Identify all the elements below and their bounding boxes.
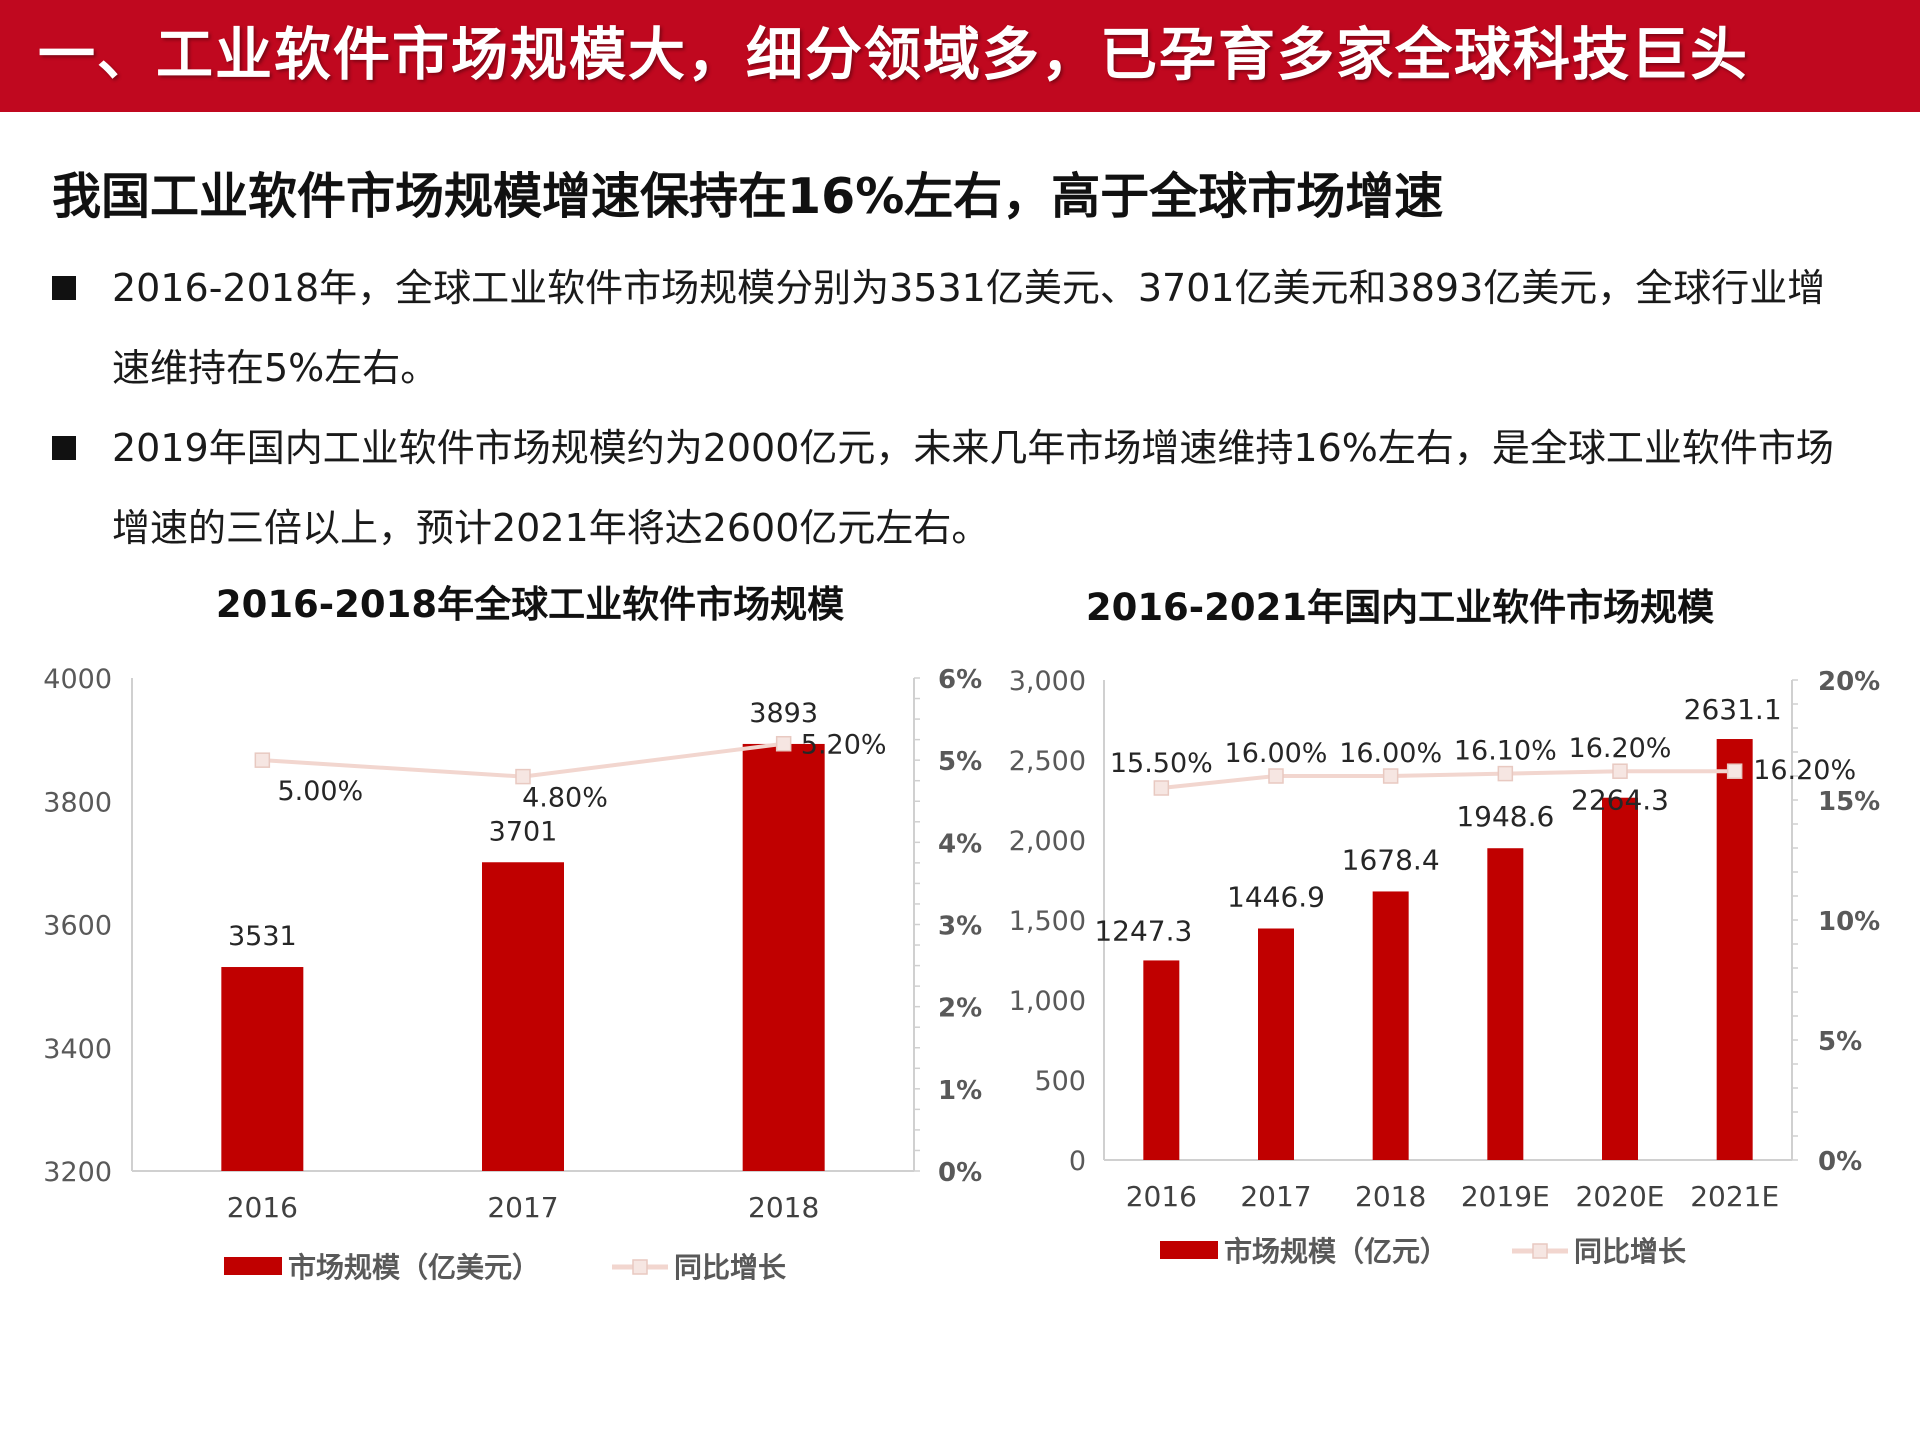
chart2-growth-marker (1726, 763, 1743, 779)
bullet-item-1: 2016-2018年，全球工业软件市场规模分别为3531亿美元、3701亿美元和… (52, 248, 1825, 408)
chart1-bar-value-label: 3893 (749, 698, 818, 729)
chart2-growth-value-label: 16.20% (1569, 733, 1672, 764)
chart2-bar (1716, 739, 1753, 1160)
chart2-right-tick-label: 0% (1818, 1147, 1862, 1177)
chart2-growth-marker (1268, 768, 1284, 784)
chart2-x-tick-label: 2020E (1576, 1180, 1665, 1213)
chart1-bar-value-label: 3531 (228, 921, 297, 952)
chart2-x-tick-label: 2021E (1690, 1180, 1779, 1213)
chart2-left-tick-label: 0 (1069, 1146, 1086, 1177)
page-title: 一、工业软件市场规模大，细分领域多，已孕育多家全球科技巨头 (38, 22, 1749, 88)
square-bullet-icon (52, 276, 76, 300)
chart2-bar-value-label: 1678.4 (1342, 843, 1440, 876)
chart1-growth-value-label: 4.80% (522, 783, 608, 814)
chart2-left-tick-label: 500 (1034, 1066, 1086, 1097)
chart1-legend-line-label: 同比增长 (674, 1251, 786, 1284)
chart1-left-tick-label: 3800 (43, 787, 112, 818)
chart2-growth-marker (1153, 780, 1170, 796)
chart2-bar-value-label: 1446.9 (1227, 880, 1325, 913)
chart1-left-tick-label: 3200 (43, 1157, 112, 1188)
chart2-legend-line-marker (1532, 1243, 1548, 1259)
chart2-growth-value-label: 16.20% (1753, 755, 1856, 786)
chart1-left-tick-label: 3600 (43, 911, 112, 942)
chart2-left-tick-label: 3,000 (1009, 666, 1086, 697)
chart2-bar-value-label: 2631.1 (1684, 693, 1782, 726)
chart2-left-tick-label: 1,000 (1009, 986, 1086, 1017)
chart2-growth-marker (1497, 765, 1514, 782)
chart1-bar (482, 862, 564, 1171)
chart-1-title: 2016-2018年全球工业软件市场规模 (215, 583, 845, 626)
chart2-left-tick-label: 1,500 (1009, 906, 1086, 937)
chart1-growth-value-label: 5.00% (277, 776, 363, 807)
chart2-bar-value-label: 1948.6 (1456, 800, 1554, 833)
chart2-legend-line-label: 同比增长 (1574, 1235, 1686, 1268)
chart2-bar (1143, 960, 1180, 1160)
chart1-right-tick-label: 1% (938, 1076, 982, 1106)
chart2-growth-line (1161, 769, 1735, 790)
chart2-legend-bar-swatch (1160, 1241, 1218, 1259)
chart2-bar (1602, 797, 1638, 1160)
chart1-right-tick-label: 3% (938, 912, 982, 942)
chart1-growth-marker (254, 752, 271, 768)
chart-domestic-market: 0 500 1,000 1,500 2,000 2,500 3,000 0% 5% 10% 15% 2… (1009, 666, 1881, 1268)
chart2-x-tick-label: 2017 (1240, 1180, 1311, 1213)
chart2-legend-bar-label: 市场规模（亿元） (1224, 1235, 1448, 1268)
chart2-x-tick-label: 2016 (1126, 1180, 1197, 1213)
chart1-right-tick-label: 0% (938, 1158, 982, 1188)
bullet-item-2: 2019年国内工业软件市场规模约为2000亿元，未来几年市场增速维持16%左右，… (52, 408, 1834, 568)
chart2-bar-value-label: 1247.3 (1094, 914, 1192, 947)
chart2-right-tick-label: 20% (1818, 667, 1880, 697)
chart2-bar (1258, 928, 1294, 1160)
chart2-right-tick-label: 10% (1818, 907, 1880, 937)
chart1-x-tick-label: 2016 (227, 1191, 298, 1224)
chart2-bar (1372, 891, 1409, 1160)
square-bullet-icon (52, 436, 76, 460)
chart2-growth-value-label: 16.00% (1339, 738, 1442, 769)
chart1-legend-bar-label: 市场规模（亿美元） (288, 1251, 540, 1284)
chart2-bar-value-label: 2264.3 (1571, 784, 1669, 817)
chart2-x-tick-label: 2018 (1355, 1180, 1426, 1213)
chart2-x-tick-label: 2019E (1461, 1180, 1550, 1213)
chart-2-title: 2016-2021年国内工业软件市场规模 (1085, 586, 1715, 629)
chart2-growth-value-label: 15.50% (1110, 748, 1213, 779)
chart1-growth-marker (775, 735, 792, 752)
chart2-growth-marker (1382, 768, 1399, 784)
chart1-growth-value-label: 5.20% (801, 730, 887, 761)
chart1-right-tick-label: 5% (938, 747, 982, 777)
chart2-growth-marker (1612, 763, 1628, 779)
bullet-text: 2019年国内工业软件市场规模约为2000亿元，未来几年市场增速维持16%左右，… (112, 426, 1834, 550)
chart2-left-tick-label: 2,500 (1009, 746, 1086, 777)
chart2-right-tick-label: 15% (1818, 787, 1880, 817)
section-subtitle: 我国工业软件市场规模增速保持在16%左右，高于全球市场增速 (52, 168, 1444, 225)
chart1-legend-line-marker (632, 1259, 648, 1275)
chart-global-market: 3200 3400 3600 3800 4000 0% 1% 2% 3% 4% 5% 6% 2016 20… (43, 664, 982, 1284)
chart2-growth-value-label: 16.00% (1225, 738, 1328, 769)
chart1-bar (742, 743, 825, 1171)
bullet-text: 2016-2018年，全球工业软件市场规模分别为3531亿美元、3701亿美元和… (112, 266, 1826, 390)
chart1-growth-marker (515, 768, 531, 785)
chart1-right-tick-label: 2% (938, 994, 982, 1024)
chart1-x-tick-label: 2017 (487, 1191, 558, 1224)
chart1-bar-value-label: 3701 (489, 816, 558, 847)
chart2-growth-value-label: 16.10% (1454, 736, 1557, 767)
chart1-bar (221, 967, 304, 1171)
chart2-bar (1487, 848, 1524, 1160)
chart2-left-tick-label: 2,000 (1009, 826, 1086, 857)
chart1-left-tick-label: 3400 (43, 1034, 112, 1065)
chart1-right-tick-label: 6% (938, 665, 982, 695)
chart1-x-tick-label: 2018 (748, 1191, 819, 1224)
chart2-right-tick-label: 5% (1818, 1027, 1862, 1057)
chart1-legend-bar-swatch (224, 1257, 282, 1275)
chart1-left-tick-label: 4000 (43, 664, 112, 695)
chart1-right-tick-label: 4% (938, 829, 982, 859)
header-banner: 一、工业软件市场规模大，细分领域多，已孕育多家全球科技巨头 (0, 0, 1920, 112)
